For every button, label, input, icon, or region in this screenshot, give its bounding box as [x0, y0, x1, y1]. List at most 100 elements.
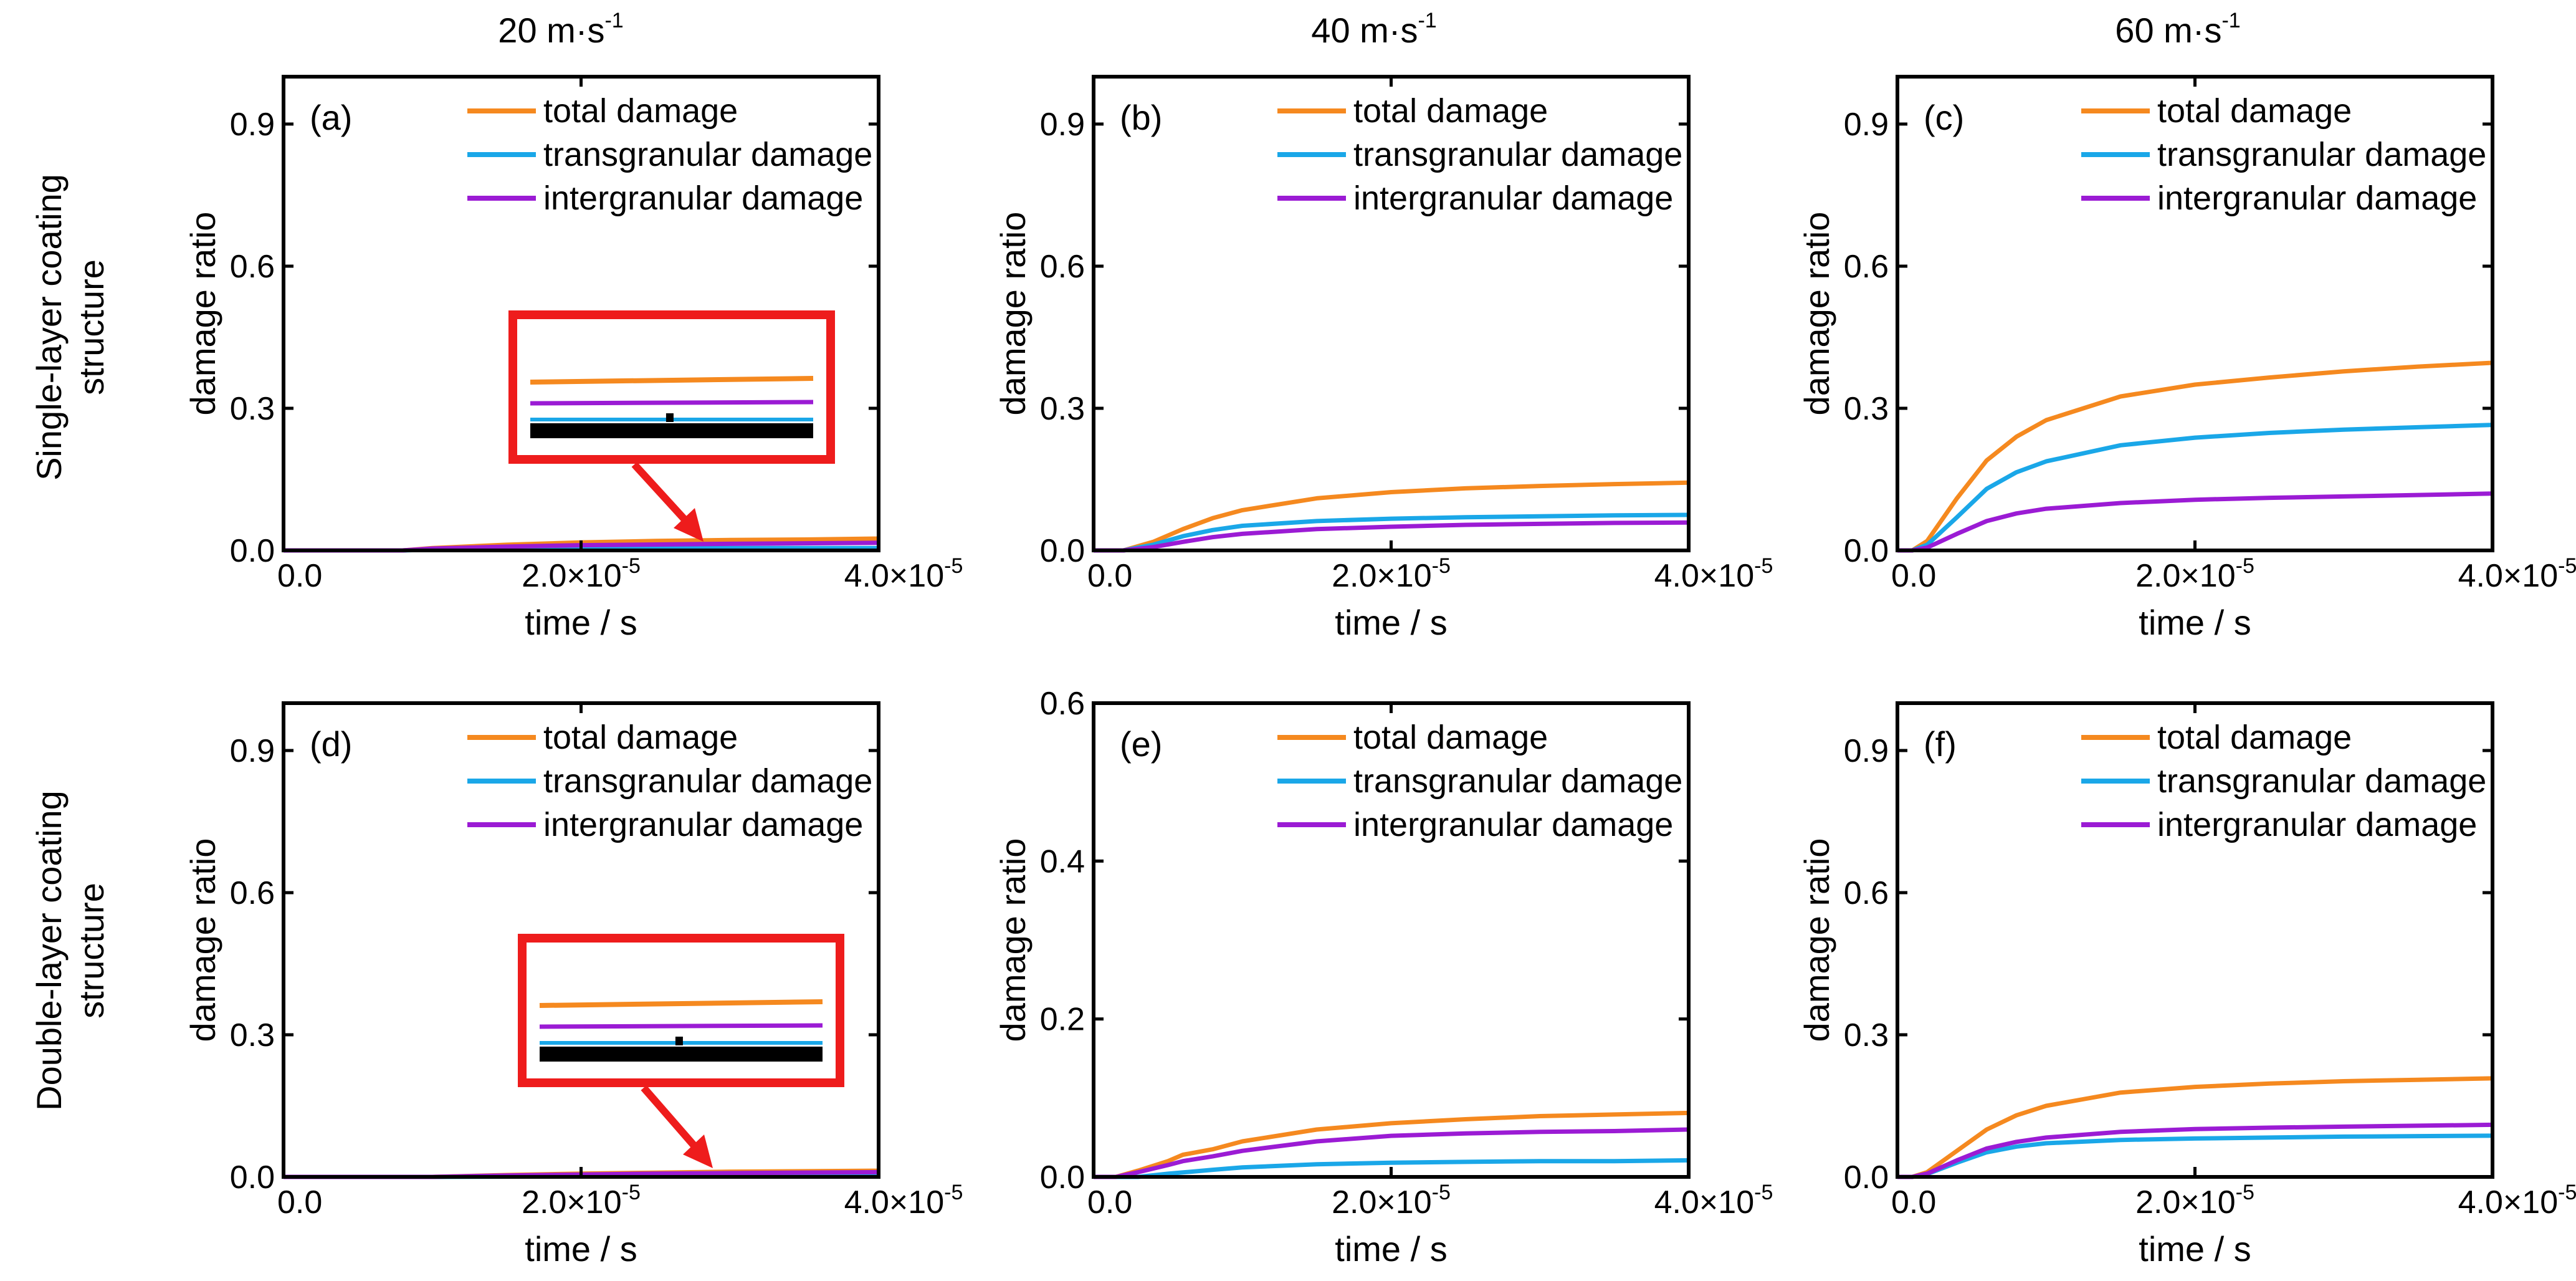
panel-d-ytick-label: 0.0 [230, 1159, 275, 1196]
panel-e: 0.0 0.2 0.4 0.6 0.0 2.0×10-5 4.0×10-5 time / s d… [993, 686, 1773, 1269]
row-title-single-line2: structure [72, 259, 111, 395]
panel-d-xtick-label: 4.0×10-5 [844, 1181, 963, 1221]
panel-c-series-transgranular [1897, 423, 2493, 553]
panel-c-ytick-label: 0.0 [1844, 533, 1889, 569]
panel-a-ylabel: damage ratio [183, 212, 222, 416]
panel-d-xtick-label: 2.0×10-5 [522, 1181, 641, 1221]
panel-d-ytick-label: 0.9 [230, 733, 275, 769]
panel-a-xlabel: time / s [525, 603, 637, 642]
panel-c-xtick-label: 4.0×10-5 [2458, 554, 2576, 594]
panel-f-xtick-label: 4.0×10-5 [2458, 1181, 2576, 1221]
panel-a-zoom-arrow-head [674, 508, 704, 542]
panel-e-series-transgranular [1094, 1158, 1689, 1179]
panel-e-xtick-label: 2.0×10-5 [1332, 1181, 1451, 1221]
row-title-double-line1: Double-layer coating [29, 790, 69, 1111]
panel-e-ytick-label: 0.4 [1040, 843, 1085, 880]
panel-a-zoom-total-line [530, 376, 814, 385]
panel-d-letter: (d) [310, 724, 352, 764]
row-title-double-line2: structure [72, 883, 111, 1019]
panel-f-series-intergranular [1897, 1122, 2493, 1179]
panel-d: 0.0 0.3 0.6 0.9 0.0 2.0×10-5 4.0×10-5 time / s d… [183, 701, 963, 1269]
panel-d-zoom-arrow-head [683, 1135, 713, 1168]
panel-d-legend-label-total: total damage [543, 719, 738, 756]
panel-d-zoom-intergranular-line [539, 1023, 823, 1029]
panel-d-ytick-label: 0.6 [230, 875, 275, 911]
panels: 0.0 0.3 0.6 0.9 0.0 2.0×10-5 4.0×10-5 time / s d… [183, 75, 2576, 1269]
panel-e-xlabel: time / s [1335, 1229, 1447, 1269]
column-title-60: 60 m·s-1 [2115, 9, 2240, 50]
panel-f-ylabel: damage ratio [1797, 838, 1836, 1042]
panel-b-series-intergranular [1094, 520, 1689, 553]
panel-b-ytick-label: 0.3 [1040, 391, 1085, 427]
panel-b-ytick-label: 0.6 [1040, 249, 1085, 285]
panel-a-zoom-intergranular-line [530, 400, 814, 406]
row-title-single-line1: Single-layer coating [29, 174, 69, 481]
panel-f: 0.0 0.3 0.6 0.9 0.0 2.0×10-5 4.0×10-5 time / s d… [1797, 701, 2576, 1269]
panel-e-xtick-label: 4.0×10-5 [1654, 1181, 1773, 1221]
panel-b: 0.0 0.3 0.6 0.9 0.0 2.0×10-5 4.0×10-5 time / s d… [993, 75, 1773, 642]
panel-b-xtick-label: 0.0 [1087, 558, 1132, 594]
panel-b-ylabel: damage ratio [993, 212, 1033, 416]
panel-a-xtick-label: 4.0×10-5 [844, 554, 963, 594]
panel-c-legend-label-transgranular: transgranular damage [2157, 136, 2486, 173]
panel-a-letter: (a) [310, 98, 352, 137]
panel-d-zoom-arrow-shaft [641, 1085, 706, 1158]
panel-a-zoom-inset [508, 310, 835, 542]
panel-b-legend-label-intergranular: intergranular damage [1353, 180, 1673, 217]
panel-e-ylabel: damage ratio [993, 838, 1033, 1042]
panel-f-legend-label-transgranular: transgranular damage [2157, 762, 2486, 800]
panel-a-xtick-label: 2.0×10-5 [522, 554, 641, 594]
panel-e-legend-label-total: total damage [1353, 719, 1548, 756]
panel-a-zoom-transgranular-band [530, 423, 813, 438]
panel-b-ytick-label: 0.9 [1040, 107, 1085, 143]
panel-c-ylabel: damage ratio [1797, 212, 1836, 416]
panel-c-xtick-label: 0.0 [1891, 558, 1936, 594]
panel-a: 0.0 0.3 0.6 0.9 0.0 2.0×10-5 4.0×10-5 time / s d… [183, 75, 963, 642]
row-titles: Single-layer coating structure Double-la… [29, 174, 111, 1111]
panel-b-xtick-label: 2.0×10-5 [1332, 554, 1451, 594]
column-title-20: 20 m·s-1 [498, 9, 623, 50]
panel-c-xlabel: time / s [2139, 603, 2251, 642]
panel-d-xtick-label: 0.0 [277, 1184, 322, 1221]
panel-a-ytick-label: 0.0 [230, 533, 275, 569]
panel-c: 0.0 0.3 0.6 0.9 0.0 2.0×10-5 4.0×10-5 time / s d… [1797, 75, 2576, 642]
panel-b-series-total [1094, 480, 1689, 553]
panel-d-zoom-transgranular-band [540, 1047, 823, 1062]
panel-e-legend-label-transgranular: transgranular damage [1353, 762, 1682, 800]
column-titles: 20 m·s-1 40 m·s-1 60 m·s-1 [498, 9, 2240, 50]
panel-b-legend-label-total: total damage [1353, 92, 1548, 130]
panel-d-ylabel: damage ratio [183, 838, 222, 1042]
panel-e-letter: (e) [1120, 724, 1162, 764]
panel-c-legend-label-total: total damage [2157, 92, 2352, 130]
panel-e-ytick-label: 0.0 [1040, 1159, 1085, 1196]
panel-f-ytick-label: 0.0 [1844, 1159, 1889, 1196]
panel-a-zoom-marker [665, 413, 674, 422]
panel-d-zoom-inset [518, 934, 844, 1168]
panel-c-legend-label-intergranular: intergranular damage [2157, 180, 2477, 217]
panel-d-zoom-total-line [539, 999, 823, 1008]
panel-a-legend-label-intergranular: intergranular damage [543, 180, 863, 217]
panel-e-ytick-label: 0.2 [1040, 1002, 1085, 1038]
panel-c-ytick-label: 0.3 [1844, 391, 1889, 427]
panel-d-legend-label-transgranular: transgranular damage [543, 762, 872, 800]
panel-d-legend-label-intergranular: intergranular damage [543, 806, 863, 843]
panel-f-legend-label-intergranular: intergranular damage [2157, 806, 2477, 843]
panel-f-legend-label-total: total damage [2157, 719, 2352, 756]
panel-b-letter: (b) [1120, 98, 1162, 137]
panel-d-zoom-marker [675, 1037, 683, 1045]
panel-f-letter: (f) [1924, 724, 1957, 764]
panel-f-ytick-label: 0.3 [1844, 1017, 1889, 1053]
panel-e-ytick-label: 0.6 [1040, 686, 1085, 722]
panel-d-ytick-label: 0.3 [230, 1017, 275, 1053]
panel-f-ytick-label: 0.6 [1844, 875, 1889, 911]
panel-c-series-intergranular [1897, 491, 2493, 553]
panel-b-xtick-label: 4.0×10-5 [1654, 554, 1773, 594]
column-title-40: 40 m·s-1 [1311, 9, 1436, 50]
panel-a-ytick-label: 0.6 [230, 249, 275, 285]
panel-c-ytick-label: 0.9 [1844, 107, 1889, 143]
panel-f-xlabel: time / s [2139, 1229, 2251, 1269]
panel-a-ytick-label: 0.9 [230, 107, 275, 143]
panel-a-ytick-label: 0.3 [230, 391, 275, 427]
panel-f-xtick-label: 2.0×10-5 [2135, 1181, 2254, 1221]
panel-c-ytick-label: 0.6 [1844, 249, 1889, 285]
